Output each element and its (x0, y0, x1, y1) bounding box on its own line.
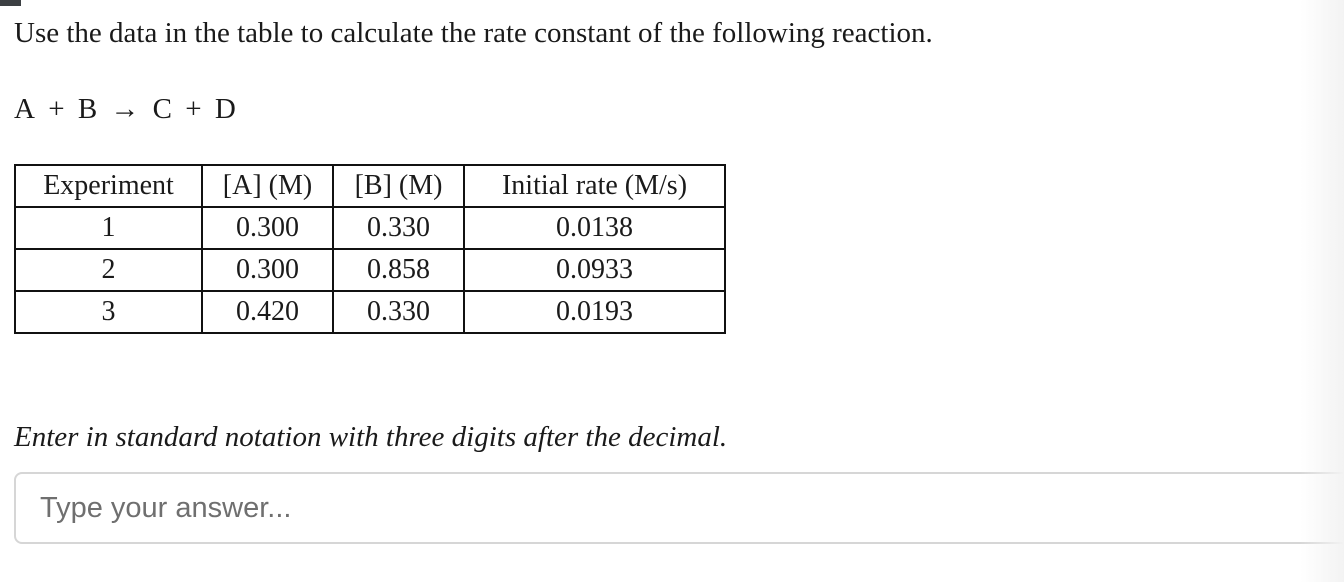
cell-concentration-a: 0.300 (201, 248, 334, 292)
cell-concentration-b: 0.858 (332, 248, 465, 292)
header-concentration-b: [B] (M) (332, 164, 465, 208)
cell-concentration-a: 0.420 (201, 290, 334, 334)
reaction-equation: A + B → C + D (14, 90, 236, 128)
plus-sign: + (48, 93, 65, 125)
rate-data-table: Experiment [A] (M) [B] (M) Initial rate … (14, 164, 726, 334)
header-concentration-a: [A] (M) (201, 164, 334, 208)
right-edge-shadow (1300, 0, 1344, 582)
reactant-b: B (77, 93, 98, 125)
table-header-row: Experiment [A] (M) [B] (M) Initial rate … (14, 164, 726, 208)
reaction-arrow: → (110, 93, 140, 125)
answer-instruction: Enter in standard notation with three di… (14, 421, 728, 453)
cell-concentration-b: 0.330 (332, 206, 465, 250)
cell-experiment: 1 (14, 206, 203, 250)
cell-initial-rate: 0.0193 (463, 290, 726, 334)
table-row: 2 0.300 0.858 0.0933 (14, 248, 726, 292)
corner-mark (0, 0, 21, 6)
reactant-a: A (14, 93, 35, 125)
header-experiment: Experiment (14, 164, 203, 208)
cell-initial-rate: 0.0933 (463, 248, 726, 292)
cell-initial-rate: 0.0138 (463, 206, 726, 250)
product-c: C (152, 93, 172, 125)
table-row: 3 0.420 0.330 0.0193 (14, 290, 726, 334)
plus-sign: + (185, 93, 202, 125)
question-prompt: Use the data in the table to calculate t… (14, 17, 933, 49)
cell-concentration-a: 0.300 (201, 206, 334, 250)
table-row: 1 0.300 0.330 0.0138 (14, 206, 726, 250)
cell-experiment: 2 (14, 248, 203, 292)
header-initial-rate: Initial rate (M/s) (463, 164, 726, 208)
cell-concentration-b: 0.330 (332, 290, 465, 334)
cell-experiment: 3 (14, 290, 203, 334)
answer-input[interactable] (14, 472, 1344, 544)
product-d: D (214, 93, 236, 125)
